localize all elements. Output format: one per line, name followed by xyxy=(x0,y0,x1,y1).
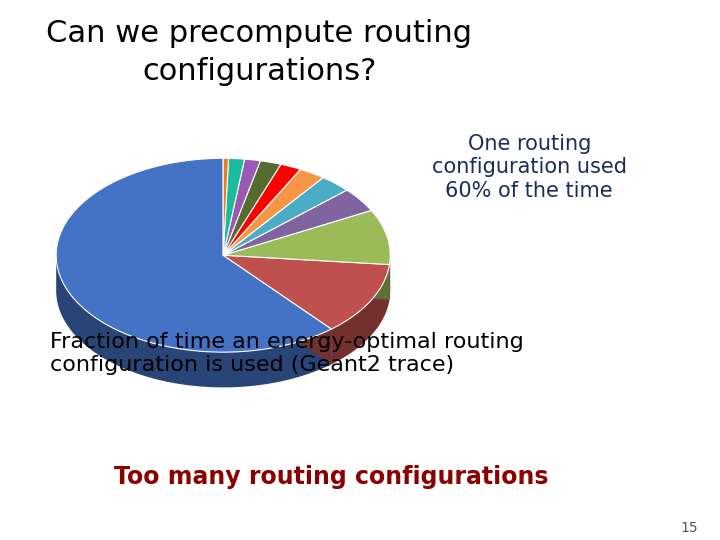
Polygon shape xyxy=(223,178,347,255)
Polygon shape xyxy=(223,159,261,255)
Polygon shape xyxy=(223,211,390,265)
Polygon shape xyxy=(223,255,390,300)
Polygon shape xyxy=(331,265,390,365)
Polygon shape xyxy=(223,255,331,364)
Text: Can we precompute routing: Can we precompute routing xyxy=(46,19,472,48)
Polygon shape xyxy=(223,158,228,255)
Polygon shape xyxy=(223,164,300,255)
Text: Fraction of time an energy-optimal routing
configuration is used (Geant2 trace): Fraction of time an energy-optimal routi… xyxy=(50,332,524,375)
Polygon shape xyxy=(56,158,331,352)
Polygon shape xyxy=(223,255,390,300)
Text: One routing
configuration used
60% of the time: One routing configuration used 60% of th… xyxy=(432,134,626,200)
Polygon shape xyxy=(223,255,331,364)
Polygon shape xyxy=(223,161,281,255)
Polygon shape xyxy=(223,170,323,255)
Text: 15: 15 xyxy=(681,521,698,535)
Polygon shape xyxy=(223,190,372,255)
Polygon shape xyxy=(56,258,331,387)
Polygon shape xyxy=(223,255,390,329)
Text: configurations?: configurations? xyxy=(142,57,377,86)
Polygon shape xyxy=(223,158,245,255)
Text: Too many routing configurations: Too many routing configurations xyxy=(114,464,549,489)
